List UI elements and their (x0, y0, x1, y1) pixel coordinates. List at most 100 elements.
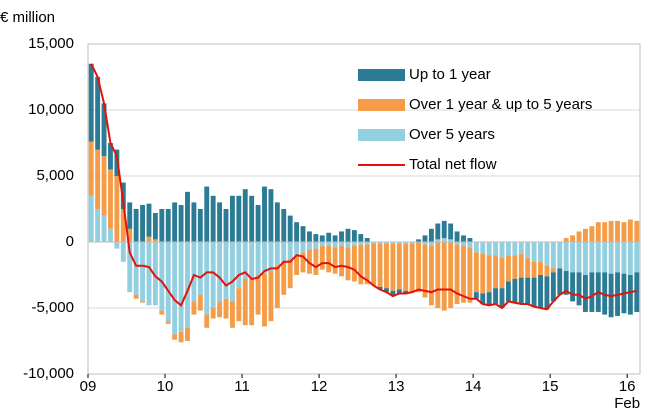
bar-segment (178, 331, 184, 343)
bar-segment (236, 242, 242, 289)
bar-segment (486, 255, 492, 293)
legend-label: Over 1 year & up to 5 years (409, 96, 592, 113)
bar-segment (281, 209, 287, 242)
bar-segment (262, 273, 267, 327)
bar-segment (339, 242, 344, 246)
bar-segment (550, 242, 556, 269)
legend-swatch (358, 129, 405, 141)
x-tick-label: 15 (542, 378, 559, 395)
bar-segment (95, 77, 101, 150)
bar-segment (493, 255, 499, 289)
x-tick-label: 09 (80, 378, 97, 395)
bar-segment (486, 242, 492, 256)
bar-segment (242, 278, 248, 326)
bar-segment (281, 242, 287, 262)
y-tick-label: -5,000 (31, 299, 74, 316)
bar-segment (133, 294, 139, 299)
bar-segment (627, 219, 633, 242)
bar-segment (217, 301, 223, 318)
bar-segment (229, 195, 235, 242)
bar-segment (634, 220, 640, 242)
bar-segment (550, 272, 556, 302)
bar-segment (300, 242, 306, 253)
bar-segment (493, 288, 499, 305)
bar-segment (319, 235, 325, 242)
bar-segment (236, 288, 242, 322)
bar-segment (396, 242, 402, 244)
bar-segment (461, 242, 466, 246)
bar-segment (615, 220, 620, 242)
bar-segment (351, 230, 357, 242)
bar-segment (249, 278, 255, 326)
bar-segment (255, 242, 261, 275)
bar-segment (505, 242, 511, 256)
bar-segment (634, 272, 640, 312)
bar-segment (242, 189, 248, 242)
bar-segment (204, 186, 210, 242)
bar-segment (570, 242, 576, 273)
bar-segment (185, 242, 190, 328)
bar-segment (101, 103, 107, 157)
bar-segment (409, 242, 415, 244)
legend-swatch (358, 99, 405, 111)
bar-segment (480, 293, 486, 305)
x-tick-label: 16 (619, 378, 636, 395)
bar-segment (300, 252, 306, 273)
bar-segment (441, 238, 447, 242)
bar-segment (563, 242, 569, 272)
bar-segment (499, 257, 505, 289)
bar-segment (505, 281, 511, 302)
bar-segment (422, 242, 428, 245)
x-tick-label: 10 (157, 378, 174, 395)
bar-segment (339, 245, 344, 277)
bar-segment (204, 242, 210, 315)
bar-segment (88, 141, 94, 196)
bar-segment (345, 247, 351, 281)
bar-segment (165, 242, 171, 322)
bar-segment (358, 244, 364, 285)
bar-segment (396, 243, 402, 290)
bar-segment (608, 220, 614, 242)
bar-segment (172, 202, 178, 242)
x-tick-label: 14 (465, 378, 482, 395)
bar-segment (313, 248, 319, 275)
bar-segment (249, 195, 255, 242)
bar-segment (634, 242, 640, 273)
bar-segment (538, 275, 543, 308)
bar-segment (229, 301, 235, 328)
bar-segment (191, 242, 197, 302)
bar-segment (326, 232, 332, 242)
bar-segment (146, 236, 152, 242)
bar-segment (531, 277, 537, 307)
bar-segment (435, 242, 441, 308)
bar-segment (422, 244, 428, 298)
bar-segment (165, 209, 171, 242)
bar-segment (358, 242, 364, 245)
x-tick-label: 11 (234, 378, 250, 395)
bar-segment (351, 242, 357, 246)
bar-segment (390, 243, 396, 291)
bar-segment (262, 242, 267, 274)
bar-segment (384, 242, 389, 244)
bar-segment (332, 242, 338, 248)
bar-segment (223, 209, 229, 242)
bar-segment (563, 271, 569, 295)
bar-segment (467, 247, 473, 303)
bar-segment (307, 231, 312, 242)
legend-label: Total net flow (409, 156, 497, 173)
legend-label: Up to 1 year (409, 66, 491, 83)
bar-segment (152, 212, 158, 240)
bar-segment (133, 242, 139, 295)
bar-segment (127, 228, 133, 242)
bar-segment (351, 245, 357, 282)
bar-segment (185, 191, 190, 242)
bar-segment (589, 242, 595, 273)
bar-segment (108, 169, 113, 229)
bar-segment (319, 242, 325, 246)
bar-segment (255, 205, 261, 242)
bar-segment (480, 242, 486, 254)
bar-segment (409, 243, 415, 293)
bar-segment (152, 242, 158, 306)
bar-segment (242, 242, 248, 279)
bar-segment (448, 223, 454, 240)
